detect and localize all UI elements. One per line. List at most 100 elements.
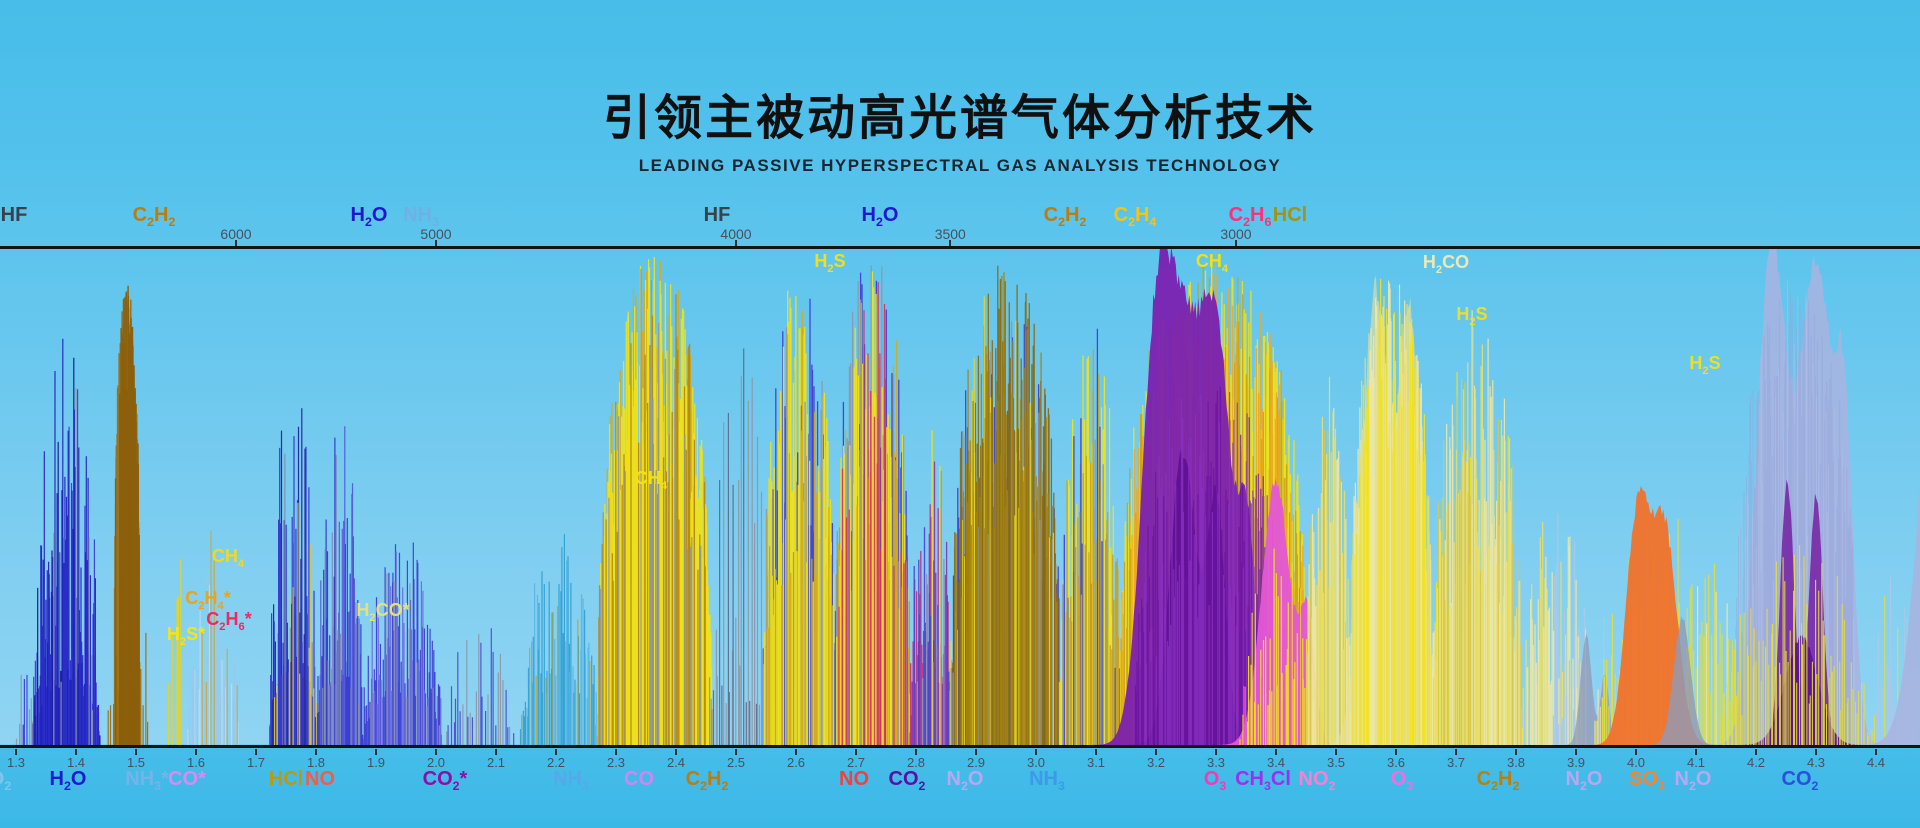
annotation-label: C2H6* (206, 609, 252, 633)
spectral-blob (1585, 485, 1722, 745)
bottom-axis-tick (1575, 749, 1577, 755)
spectral-line-band (447, 628, 515, 745)
bottom-axis-tick-label: 2.3 (606, 755, 626, 770)
bottom-axis-tick (375, 749, 377, 755)
bottom-axis-tick (1515, 749, 1517, 755)
top-axis-tick-label: 5000 (420, 226, 452, 242)
bottom-axis-tick-label: 2.4 (666, 755, 686, 770)
bottom-axis-tick-label: 1.9 (366, 755, 386, 770)
annotation-label: H2CO* (356, 600, 410, 624)
top-axis-tick (735, 240, 737, 246)
bottom-axis-tick-label: 1.6 (186, 755, 206, 770)
spectral-line-band (1726, 624, 1841, 745)
spectral-line-band (763, 290, 835, 745)
gas-label-bottom: NH3* (125, 768, 169, 793)
gas-label-bottom: H2O (49, 768, 87, 793)
spectral-line-band (931, 430, 952, 745)
bottom-axis-tick (1455, 749, 1457, 755)
bottom-axis-tick-label: 2.7 (846, 755, 866, 770)
bottom-axis-tick-label: 4.3 (1806, 755, 1826, 770)
spectral-line-band (319, 426, 361, 745)
top-axis-line (0, 246, 1920, 249)
bottom-axis-tick-label: 2.9 (966, 755, 986, 770)
gas-label-top: C2H4 (1113, 204, 1157, 229)
spectral-line-band (1307, 376, 1349, 745)
gas-label-top: C2H6 (1228, 204, 1272, 229)
bottom-axis-tick-label: 3.8 (1506, 755, 1526, 770)
bottom-axis-tick (1815, 749, 1817, 755)
spectral-line-band (1065, 349, 1120, 745)
bottom-axis-tick-label: 3.4 (1266, 755, 1286, 770)
bottom-axis-tick (1095, 749, 1097, 755)
bottom-axis-tick (1035, 749, 1037, 755)
gas-label-top: C2H2 (132, 204, 176, 229)
bottom-axis-tick-label: 3.2 (1146, 755, 1166, 770)
gas-label-top: NH3 (403, 204, 439, 229)
gas-label-bottom: NH3 (1029, 768, 1065, 793)
gas-label-bottom: C2H2 (685, 768, 729, 793)
gas-label-bottom: CH3Cl (1235, 768, 1291, 793)
spectral-line-band (270, 436, 316, 745)
gas-label-bottom: N2O (1674, 768, 1712, 793)
top-axis-tick (435, 240, 437, 246)
top-axis-tick (235, 240, 237, 246)
annotation-label: C2H4* (185, 588, 231, 612)
bottom-axis-tick (15, 749, 17, 755)
gas-label-bottom: O3 (1390, 768, 1414, 793)
spectral-line-band (955, 272, 1058, 745)
bottom-axis-tick-label: 3.7 (1446, 755, 1466, 770)
spectral-line-band (187, 584, 239, 745)
gas-label-bottom: HCl (268, 768, 304, 790)
top-axis-tick-label: 3000 (1220, 226, 1252, 242)
bottom-axis-tick-label: 1.5 (126, 755, 146, 770)
gas-label-bottom: SO2 (1629, 768, 1665, 793)
bottom-axis-tick (915, 749, 917, 755)
gas-label-bottom: CO2* (422, 768, 468, 793)
bottom-axis-tick (255, 749, 257, 755)
bottom-axis-tick (1155, 749, 1157, 755)
top-axis-tick-label: 3500 (934, 226, 966, 242)
bottom-axis-tick-label: 2.5 (726, 755, 746, 770)
spectral-line-band (1243, 577, 1318, 745)
bottom-axis-tick (195, 749, 197, 755)
bottom-axis-tick-label: 1.3 (6, 755, 26, 770)
bottom-axis-tick-label: 4.1 (1686, 755, 1706, 770)
bottom-axis-tick (975, 749, 977, 755)
bottom-axis-tick (1215, 749, 1217, 755)
spectral-line-band (765, 327, 836, 745)
bottom-axis-tick (735, 749, 737, 755)
bottom-axis-tick-label: 3.6 (1386, 755, 1406, 770)
annotation-label: CH4 (634, 468, 668, 492)
spectral-line-band (766, 310, 833, 745)
spectral-line-band (1437, 327, 1522, 745)
spectral-blob (1852, 481, 1920, 745)
spectral-line-band (201, 530, 238, 745)
bottom-axis-tick (315, 749, 317, 755)
annotation-label: CH4 (211, 546, 245, 570)
spectral-line-band (838, 282, 908, 745)
bottom-axis-tick (495, 749, 497, 755)
bottom-axis-tick-label: 3.9 (1566, 755, 1586, 770)
gas-label-bottom: O2 (0, 768, 12, 793)
spectral-line-band (1871, 595, 1917, 745)
top-axis-tick-label: 4000 (720, 226, 752, 242)
annotation-label: H2CO (1422, 252, 1470, 276)
bottom-axis-tick-label: 1.4 (66, 755, 86, 770)
spectral-line-band (53, 388, 93, 745)
gas-label-top: HF (703, 204, 731, 226)
gas-label-top: C2H2 (1043, 204, 1087, 229)
spectral-line-band (188, 575, 236, 745)
bottom-axis-tick (615, 749, 617, 755)
bottom-axis-tick-label: 2.0 (426, 755, 446, 770)
spectral-line-band (916, 471, 951, 745)
bottom-axis-tick-label: 3.3 (1206, 755, 1226, 770)
gas-label-bottom: CO2 (888, 768, 926, 793)
bottom-axis-tick-label: 3.1 (1086, 755, 1106, 770)
top-axis-tick (1235, 240, 1237, 246)
gas-label-bottom: CO2 (1781, 768, 1819, 793)
bottom-axis-tick (135, 749, 137, 755)
annotation-label: H2S* (166, 624, 206, 648)
bottom-axis-tick (1755, 749, 1757, 755)
spectral-line-band (521, 606, 598, 745)
